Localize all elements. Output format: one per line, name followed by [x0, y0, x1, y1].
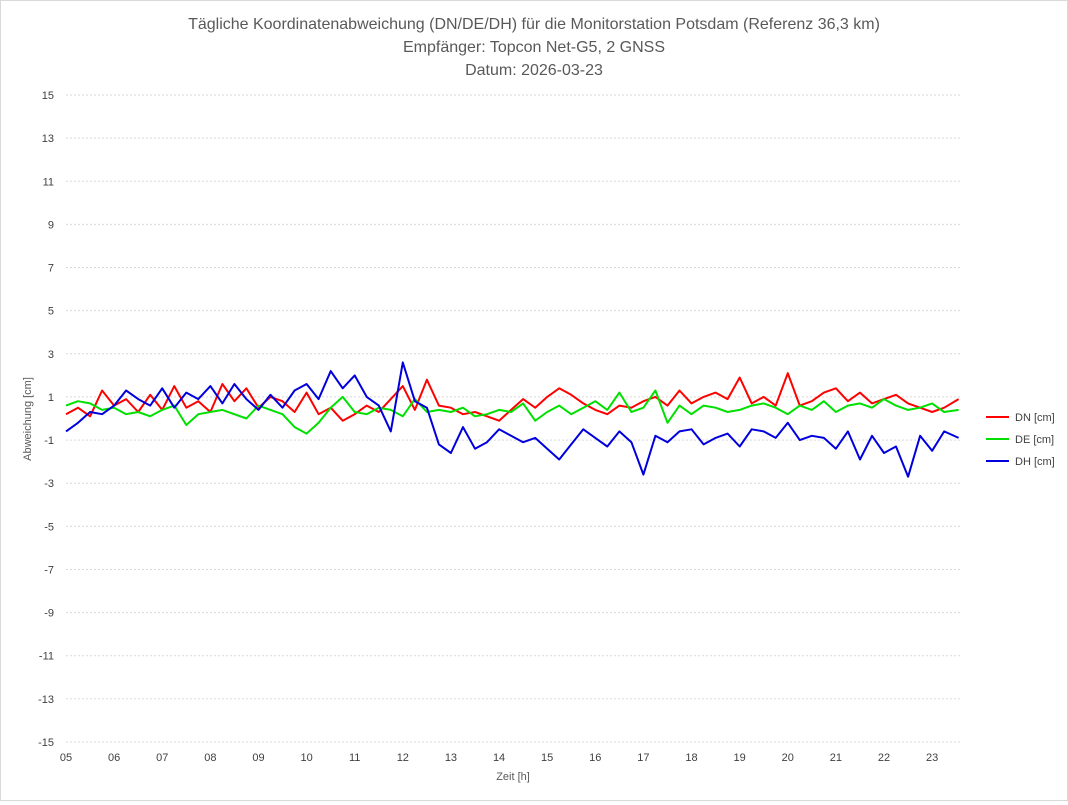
y-tick-label: 15: [42, 90, 54, 102]
x-tick-label: 21: [830, 752, 842, 764]
y-tick-label: -7: [44, 564, 54, 576]
y-tick-label: 3: [48, 349, 54, 361]
x-tick-label: 05: [60, 752, 72, 764]
x-tick-label: 11: [349, 752, 360, 764]
x-tick-label: 08: [204, 752, 216, 764]
y-tick-label: -3: [44, 478, 54, 490]
x-tick-label: 16: [589, 752, 601, 764]
y-tick-label: 11: [43, 176, 54, 188]
chart-subtitle-date: Datum: 2026-03-23: [465, 62, 603, 79]
grid: [66, 94, 961, 743]
series-line-dn: [65, 372, 960, 422]
y-tick-label: -11: [39, 651, 54, 663]
series-lines: [65, 361, 960, 478]
x-tick-labels: 05 06 07 08 09 10 11 12 13 14 15 16 17 18 19 20 21 22 23: [60, 752, 938, 764]
x-tick-label: 17: [637, 752, 649, 764]
x-tick-label: 20: [782, 752, 794, 764]
series-line-de: [65, 389, 959, 435]
y-tick-label: -9: [44, 608, 54, 620]
x-tick-label: 07: [156, 752, 168, 764]
x-tick-label: 14: [493, 752, 505, 764]
legend-label-dh: DH [cm]: [1015, 456, 1055, 468]
x-tick-label: 10: [300, 752, 312, 764]
x-tick-label: 19: [734, 752, 746, 764]
legend-label-de: DE [cm]: [1015, 434, 1054, 446]
y-tick-label: 9: [48, 219, 54, 231]
y-tick-label: 7: [48, 263, 54, 275]
x-tick-label: 13: [445, 752, 457, 764]
legend: DN [cm] DE [cm] DH [cm]: [986, 412, 1055, 468]
x-tick-label: 23: [926, 752, 938, 764]
x-tick-label: 06: [108, 752, 120, 764]
x-tick-label: 18: [685, 752, 697, 764]
y-tick-label: 1: [48, 392, 54, 404]
x-axis-title: Zeit [h]: [496, 771, 530, 783]
y-tick-label: -5: [44, 521, 54, 533]
x-tick-label: 09: [252, 752, 264, 764]
y-tick-label: -15: [38, 737, 54, 749]
y-tick-label: 5: [48, 306, 54, 318]
legend-label-dn: DN [cm]: [1015, 412, 1055, 424]
y-tick-label: -1: [44, 435, 54, 447]
series-line-dh: [65, 361, 960, 478]
x-tick-label: 15: [541, 752, 553, 764]
x-tick-label: 12: [397, 752, 409, 764]
y-tick-label: 13: [42, 133, 54, 145]
chart-subtitle-receiver: Empfänger: Topcon Net-G5, 2 GNSS: [403, 39, 665, 56]
y-tick-labels: 15 13 11 9 7 5 3 1 -1 -3 -5 -7 -9 -11 -13 -15: [38, 90, 54, 749]
chart-title: Tägliche Koordinatenabweichung (DN/DE/DH…: [188, 16, 880, 33]
x-tick-label: 22: [878, 752, 890, 764]
y-axis-title: Abweichung [cm]: [22, 377, 34, 461]
y-tick-label: -13: [38, 694, 54, 706]
